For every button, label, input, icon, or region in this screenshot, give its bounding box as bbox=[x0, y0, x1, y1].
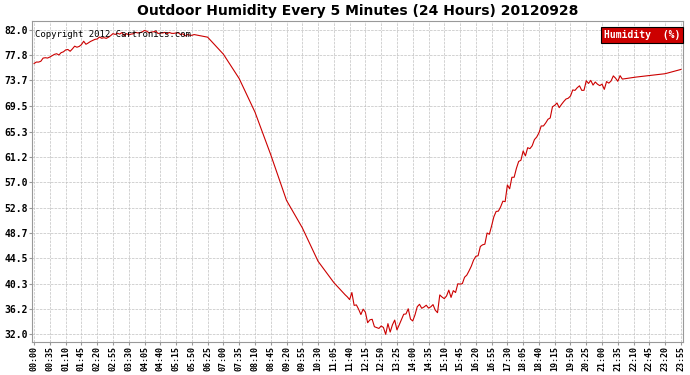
Title: Outdoor Humidity Every 5 Minutes (24 Hours) 20120928: Outdoor Humidity Every 5 Minutes (24 Hou… bbox=[137, 4, 578, 18]
Text: Copyright 2012 Cartronics.com: Copyright 2012 Cartronics.com bbox=[35, 30, 191, 39]
Text: Humidity  (%): Humidity (%) bbox=[604, 30, 680, 40]
